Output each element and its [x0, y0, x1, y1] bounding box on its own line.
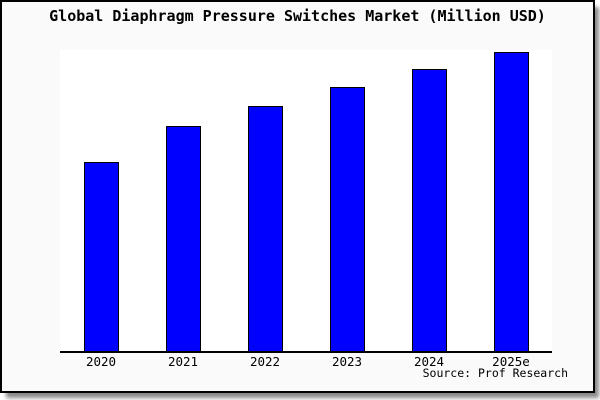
chart-figure: Global Diaphragm Pressure Switches Marke… — [0, 0, 595, 393]
bar-2021 — [165, 125, 201, 351]
bar-2023 — [329, 87, 365, 351]
bar-2020 — [83, 162, 119, 351]
bar-2025e — [493, 51, 529, 351]
bar-2024 — [411, 69, 447, 351]
chart-title: Global Diaphragm Pressure Switches Marke… — [49, 7, 546, 25]
x-tick-label-2023: 2023 — [331, 354, 363, 369]
bar-2022 — [247, 106, 283, 351]
x-tick-label-2025e: 2025e — [492, 354, 530, 369]
plot-area: 2020 2021 2022 2023 2024 2025e — [60, 50, 552, 369]
x-tick-label-2024: 2024 — [413, 354, 445, 369]
x-tick-label-2022: 2022 — [249, 354, 281, 369]
x-tick-label-2020: 2020 — [85, 354, 117, 369]
source-note: Source: Prof Research — [422, 366, 568, 380]
x-tick-label-2021: 2021 — [167, 354, 199, 369]
